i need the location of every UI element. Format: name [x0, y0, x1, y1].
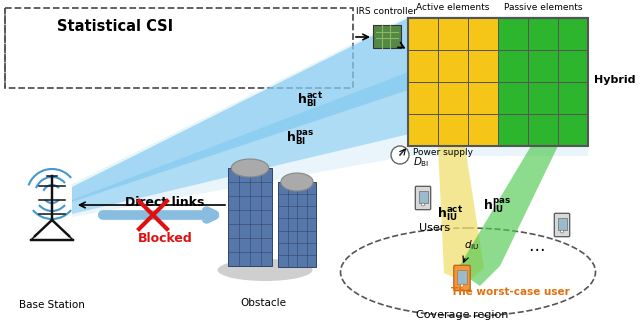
Bar [278, 182, 316, 267]
Bar [468, 18, 498, 50]
Text: $\mathbf{h}^{\mathbf{pas}}_{\mathbf{IU}}$: $\mathbf{h}^{\mathbf{pas}}_{\mathbf{IU}}… [483, 196, 511, 215]
Ellipse shape [231, 159, 269, 177]
Bar [528, 82, 558, 114]
Text: Hybrid IRS: Hybrid IRS [594, 75, 640, 85]
Polygon shape [72, 18, 498, 202]
Text: Blocked: Blocked [138, 232, 193, 244]
FancyBboxPatch shape [415, 186, 431, 210]
Text: $d_{\mathrm{IU}}$: $d_{\mathrm{IU}}$ [465, 238, 479, 252]
Bar [408, 18, 588, 146]
Bar [438, 18, 468, 50]
Text: Base Station: Base Station [19, 300, 85, 310]
Bar [498, 18, 528, 50]
Bar [558, 114, 588, 146]
Bar [408, 18, 438, 50]
Text: $D_{\mathrm{BI}}$: $D_{\mathrm{BI}}$ [413, 155, 429, 169]
Text: $\mathbf{h}^{\mathbf{act}}_{\mathbf{BI}}$: $\mathbf{h}^{\mathbf{act}}_{\mathbf{BI}}… [297, 90, 323, 109]
Bar [468, 114, 498, 146]
Bar [498, 50, 528, 82]
Bar [498, 114, 528, 146]
Bar [558, 18, 588, 50]
Bar [373, 25, 401, 48]
Polygon shape [72, 16, 588, 217]
Text: Passive elements: Passive elements [504, 3, 582, 12]
Circle shape [422, 203, 424, 206]
Bar [558, 82, 588, 114]
Polygon shape [438, 146, 484, 283]
Text: Statistical CSI: Statistical CSI [57, 18, 173, 33]
Bar [408, 114, 438, 146]
Bar [457, 270, 467, 283]
Text: The worst-case user: The worst-case user [451, 287, 570, 297]
Bar [558, 50, 588, 82]
Text: Coverage region: Coverage region [416, 310, 508, 320]
Bar [438, 114, 468, 146]
Bar [419, 191, 428, 203]
Bar [468, 82, 498, 114]
Text: $\mathbf{h}^{\mathbf{pas}}_{\mathbf{BI}}$: $\mathbf{h}^{\mathbf{pas}}_{\mathbf{BI}}… [286, 128, 314, 147]
Bar [228, 168, 272, 266]
Text: $\mathbf{h}^{\mathbf{act}}_{\mathbf{IU}}$: $\mathbf{h}^{\mathbf{act}}_{\mathbf{IU}}… [437, 204, 463, 223]
Bar [557, 217, 566, 230]
Circle shape [461, 284, 463, 287]
Ellipse shape [281, 173, 313, 191]
Bar [5, 8, 353, 88]
Bar [528, 18, 558, 50]
Text: Direct links: Direct links [125, 195, 205, 209]
Bar [438, 50, 468, 82]
Text: IRS controller: IRS controller [356, 7, 417, 16]
Circle shape [561, 230, 563, 233]
Bar [468, 50, 498, 82]
Bar [498, 82, 528, 114]
FancyBboxPatch shape [554, 213, 570, 237]
Text: Users: Users [419, 223, 451, 233]
Text: Active elements: Active elements [416, 3, 490, 12]
FancyBboxPatch shape [454, 265, 470, 291]
Text: $\cdots$: $\cdots$ [528, 239, 544, 257]
Bar [528, 114, 558, 146]
Polygon shape [457, 146, 558, 286]
Bar [408, 82, 438, 114]
Bar [528, 50, 558, 82]
Text: Power supply: Power supply [413, 147, 473, 156]
Ellipse shape [218, 259, 312, 281]
Bar [438, 82, 468, 114]
Polygon shape [72, 38, 588, 214]
Circle shape [391, 146, 409, 164]
Text: Obstacle: Obstacle [240, 298, 286, 308]
Bar [408, 50, 438, 82]
